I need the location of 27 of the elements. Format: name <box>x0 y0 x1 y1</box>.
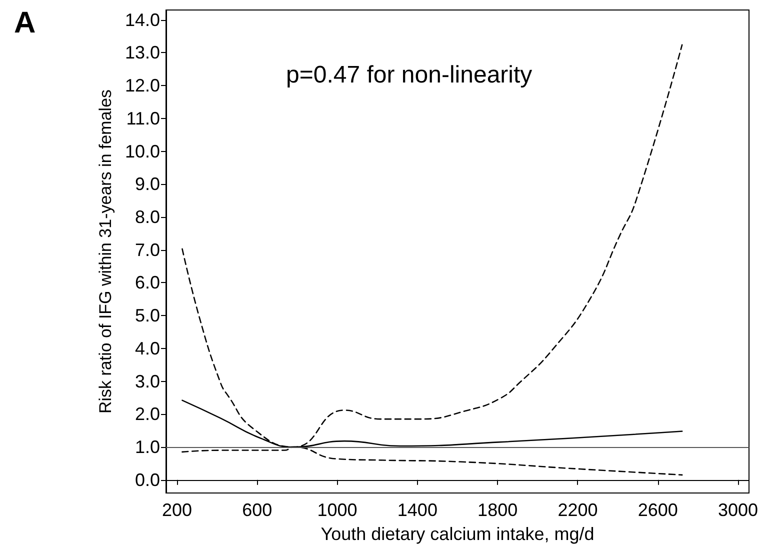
y-tick-label: 5.0 <box>134 306 160 326</box>
x-tick-label: 2200 <box>558 500 598 520</box>
x-tick-label: 3000 <box>718 500 758 520</box>
y-tick-label: 8.0 <box>134 207 160 227</box>
y-tick-label: 12.0 <box>124 76 160 96</box>
y-tick-label: 7.0 <box>134 240 160 260</box>
y-tick-label: 4.0 <box>134 338 160 358</box>
annotation: p=0.47 for non-linearity <box>286 62 532 88</box>
x-tick-label: 2600 <box>638 500 678 520</box>
y-tick-label: 9.0 <box>134 174 160 194</box>
y-axis-title: Risk ratio of IFG within 31-years in females <box>96 89 116 414</box>
y-tick-label: 14.0 <box>124 10 160 30</box>
x-tick-label: 1000 <box>317 500 358 520</box>
x-axis-title: Youth dietary calcium intake, mg/d <box>320 524 594 544</box>
x-tick-label: 1800 <box>478 500 518 520</box>
y-tick-label: 1.0 <box>134 437 160 457</box>
y-tick-label: 0.0 <box>134 470 160 490</box>
text: A <box>14 6 36 40</box>
y-tick-label: 3.0 <box>134 371 160 392</box>
y-tick-label: 10.0 <box>124 141 160 162</box>
x-tick-label: 600 <box>242 500 272 520</box>
x-tick-label: 200 <box>162 500 192 520</box>
x-tick-label: 1400 <box>397 500 438 520</box>
y-tick-label: 6.0 <box>134 272 160 293</box>
y-tick-label: 2.0 <box>134 404 160 424</box>
y-tick-label: 13.0 <box>124 42 160 63</box>
y-tick-label: 11.0 <box>126 108 160 128</box>
